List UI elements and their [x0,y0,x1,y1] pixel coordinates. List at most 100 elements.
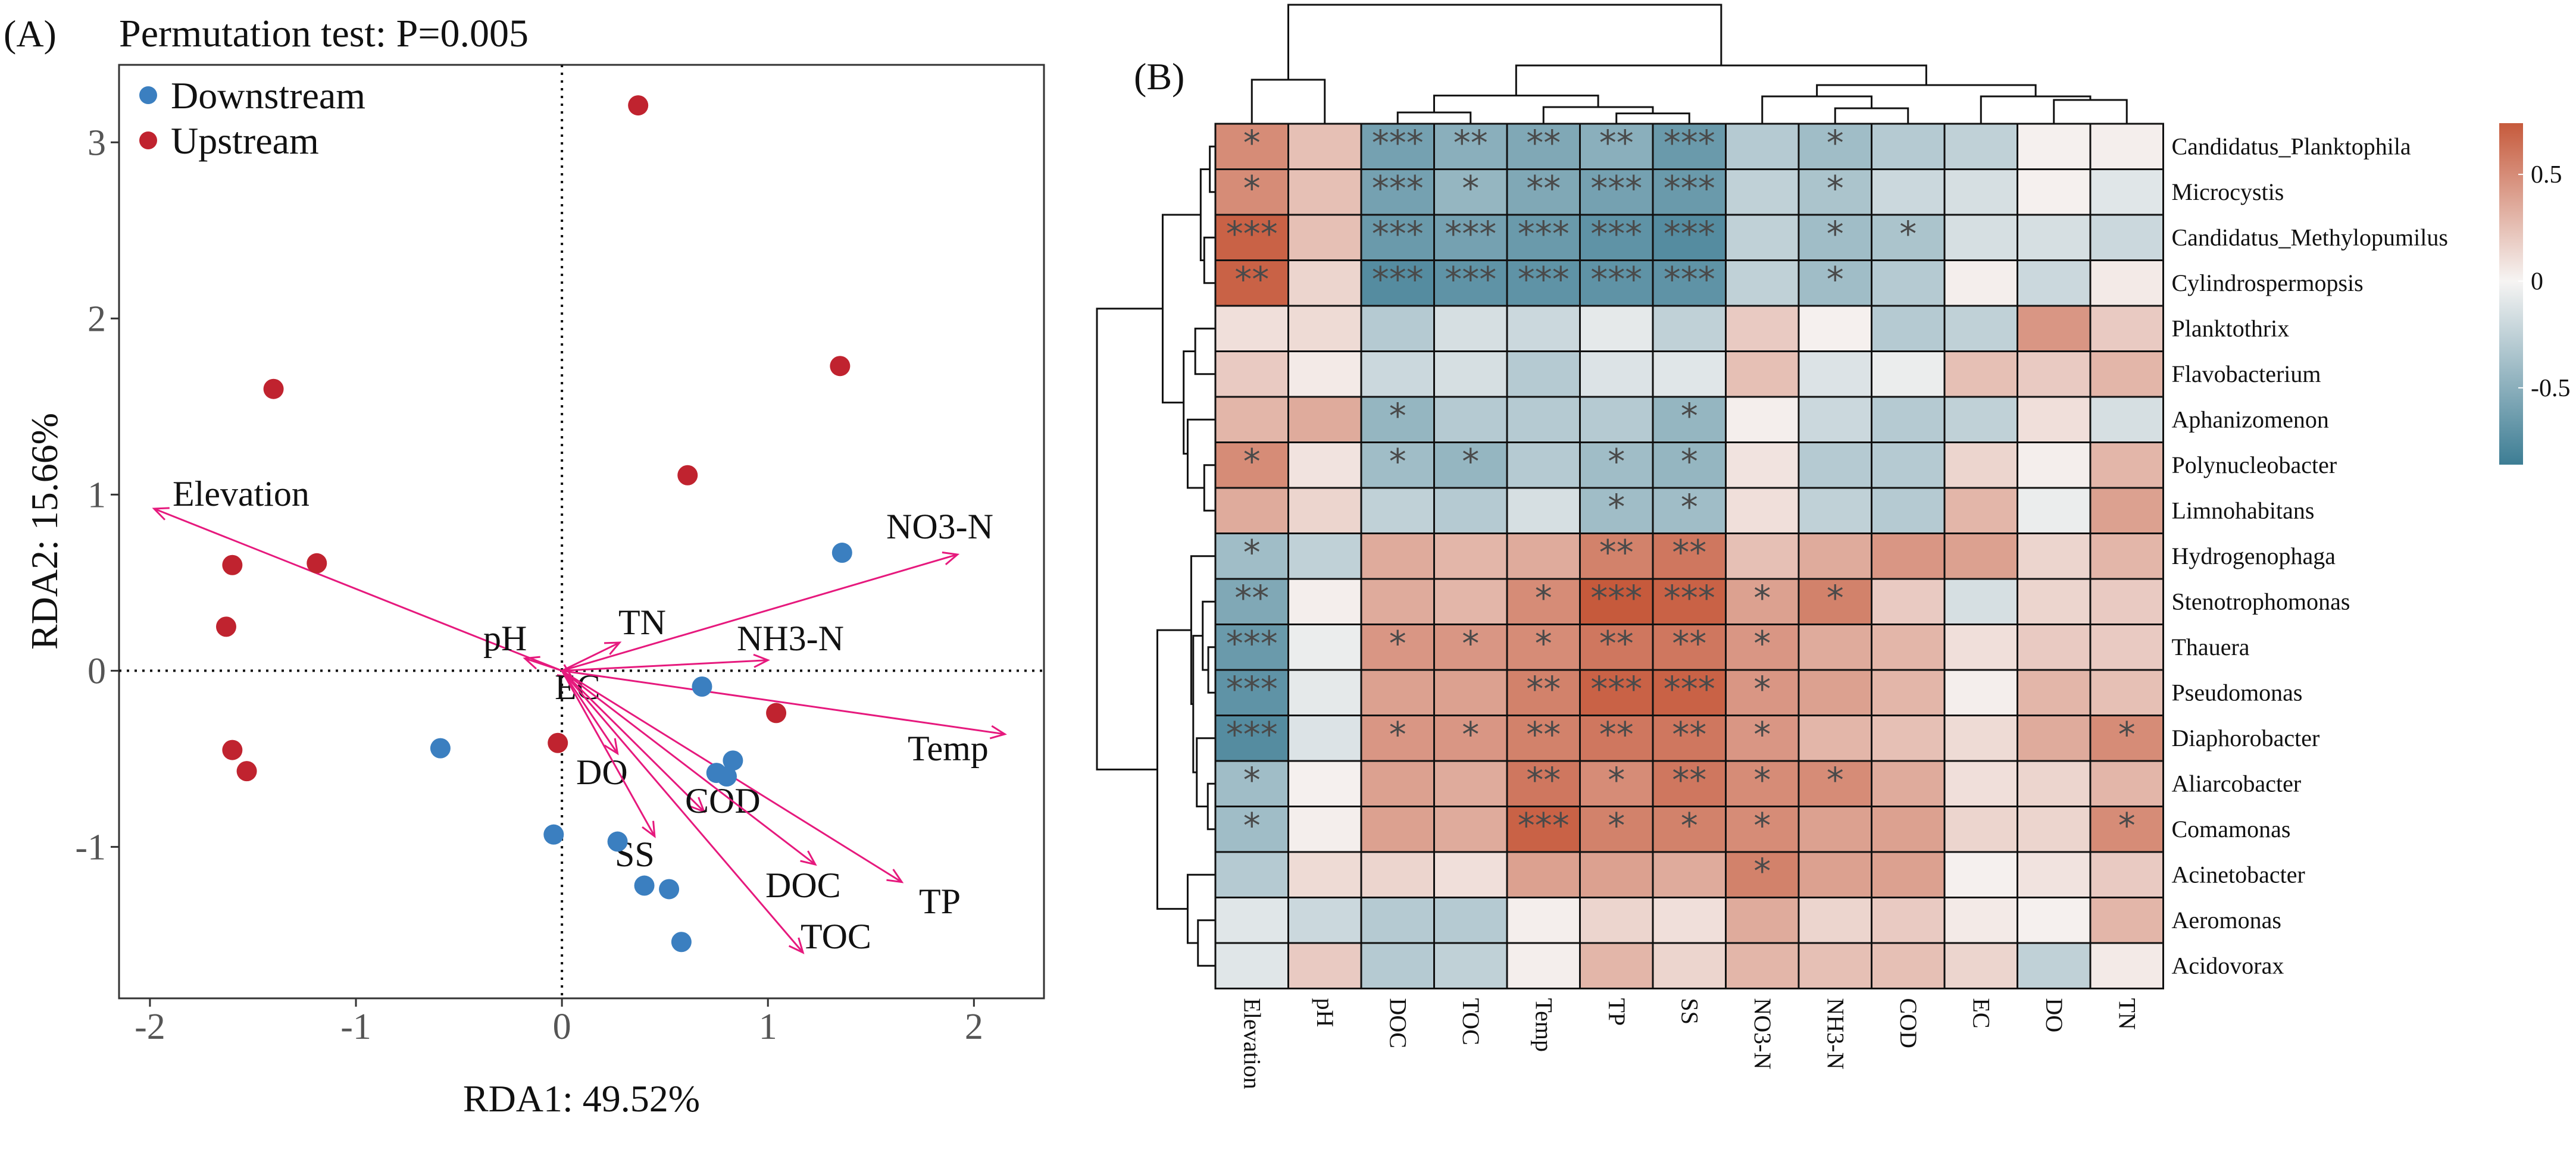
row-label: Pseudomonas [2172,679,2303,706]
column-label: DOC [1384,998,1411,1048]
heatmap-cell [1433,669,1508,716]
heatmap-cell [1433,214,1508,261]
heatmap-cell [1287,214,1362,261]
heatmap-cell [1579,441,1654,489]
heatmap-cell [1360,123,1435,170]
heatmap-cell [1797,259,1872,307]
arrow-head [753,653,770,668]
heatmap-cell [1360,487,1435,534]
significance-mark: ** [1599,532,1634,573]
y-tick-label: 0 [87,651,106,691]
significance-mark: * [1681,487,1698,527]
arrow-shaft [562,659,768,672]
significance-mark: *** [1590,168,1642,209]
heatmap-cell [1433,487,1508,534]
heatmap-cell [2017,624,2092,671]
heatmap-cell [2017,532,2092,580]
row-label: Diaphorobacter [2172,725,2320,751]
significance-mark: * [1608,806,1625,846]
arrow-elevation: Elevation [152,474,562,672]
significance-mark: ** [1526,715,1561,755]
y-tick-label: 1 [87,475,106,515]
heatmap-cell [1506,168,1581,216]
upstream-point [307,553,327,574]
heatmap-cell [1287,350,1362,398]
heatmap-cell [1797,487,1872,534]
dendrogram-branch [1209,145,1215,193]
upstream-point [830,356,851,377]
y-tick-label: -1 [75,827,106,867]
heatmap-cell [1579,214,1654,261]
heatmap-cell [1579,851,1654,898]
significance-mark: * [1753,624,1771,664]
heatmap-cell [1579,396,1654,443]
arrow-shaft [561,669,1005,735]
significance-mark: * [1753,851,1771,891]
significance-mark: *** [1518,259,1570,300]
arrow-label: TN [618,603,666,642]
heatmap-cell [1797,669,1872,716]
heatmap-cell [2089,123,2164,170]
heatmap-cell [1506,942,1581,989]
row-label: Aeromonas [2172,907,2281,933]
arrow-shaft [154,507,562,672]
row-label: Aliarcobacter [2172,770,2302,797]
heatmap-cell [2089,897,2164,944]
heatmap-cell [1652,441,1727,489]
heatmap-cell [1797,624,1872,671]
heatmap-cell [1652,123,1727,170]
significance-mark: *** [1590,214,1642,254]
heatmap-cell [1214,123,1289,170]
arrow-no3-n: NO3-N [561,507,993,672]
heatmap-cell [2089,214,2164,261]
heatmap-cell [1943,624,2018,671]
heatmap-cell [1725,305,1800,352]
downstream-point [634,875,655,896]
significance-mark: * [1389,715,1406,755]
arrow-label: Temp [908,729,989,768]
significance-mark: ** [1599,715,1634,755]
row-label: Limnohabitans [2172,497,2315,524]
heatmap-cell [1506,715,1581,762]
legend-marker-upstream [139,131,157,149]
upstream-point [222,740,243,760]
x-axis-title: RDA1: 49.52% [463,1077,700,1120]
heatmap-cell [1287,259,1362,307]
heatmap-cell [2017,942,2092,989]
heatmap-cell [2089,259,2164,307]
heatmap-cell [1287,123,1362,170]
heatmap-cell [2017,487,2092,534]
heatmap-cell [1871,441,1946,489]
heatmap-cell [1214,669,1289,716]
legend-label-upstream: Upstream [171,120,319,162]
heatmap-cell [2017,578,2092,625]
heatmap-cell [1287,441,1362,489]
significance-mark: ** [1672,624,1706,664]
dendrogram-branch [1761,95,1872,124]
heatmap-cell [1433,851,1508,898]
significance-mark: * [1827,168,1844,209]
significance-mark: * [1681,441,1698,482]
arrow-shaft [561,641,620,672]
heatmap-cell [1943,487,2018,534]
significance-mark: ** [1526,760,1561,800]
significance-mark: *** [1226,214,1278,254]
downstream-point [831,543,852,563]
heatmap-cell [2017,851,2092,898]
heatmap-cell [1360,851,1435,898]
dendrogram-branch [1096,308,1163,770]
significance-mark: * [1827,760,1844,800]
significance-mark: * [1243,123,1261,163]
dendrogram-branch [1203,236,1215,284]
arrow-head [689,797,706,813]
heatmap-cell [1725,806,1800,853]
heatmap-cell [1287,669,1362,716]
significance-mark: * [1243,532,1261,573]
panel-a-label: (A) [4,12,57,55]
significance-mark: *** [1664,123,1715,163]
significance-mark: * [1827,578,1844,618]
significance-mark: * [1899,214,1917,254]
heatmap-cell [1360,578,1435,625]
significance-mark: *** [1664,168,1715,209]
